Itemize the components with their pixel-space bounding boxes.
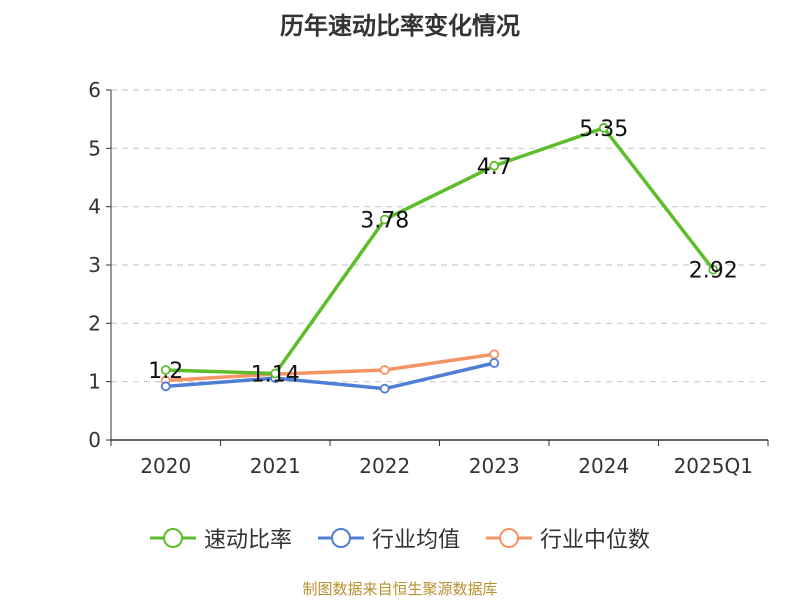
data-point — [489, 160, 500, 171]
data-point — [379, 365, 390, 375]
legend-line-marker-icon — [149, 528, 196, 548]
legend-label: 速动比率 — [203, 528, 292, 553]
axes: 0 1 2 3 4 5 6 2020 2021 2022 2023 2024 2025Q1 — [88, 78, 769, 478]
grid-lines — [111, 89, 768, 383]
y-tick-label: 5 — [88, 136, 101, 160]
data-label: 1.14 — [251, 363, 300, 388]
data-point — [379, 214, 390, 225]
legend-line-marker-icon — [317, 528, 364, 548]
data-point — [598, 123, 609, 133]
y-tick-label: 4 — [88, 195, 101, 219]
legend-item-industry-mean[interactable]: 行业均值 — [317, 522, 460, 554]
series-line — [165, 126, 715, 376]
data-label: 1.2 — [148, 359, 183, 384]
data-point — [708, 264, 719, 275]
x-tick-label: 2022 — [359, 454, 410, 478]
data-label: 4.7 — [477, 155, 512, 180]
y-tick-label: 6 — [88, 78, 101, 102]
x-tick-label: 2024 — [578, 454, 629, 478]
data-point — [160, 381, 171, 392]
legend-label: 行业中位数 — [540, 528, 651, 553]
data-label: 3.78 — [360, 209, 409, 234]
series-line — [165, 352, 495, 383]
data-point — [379, 383, 390, 394]
source-note: 制图数据来自恒生聚源数据库 — [302, 580, 498, 598]
legend[interactable]: 速动比率 行业均值 行业中位数 — [0, 522, 800, 554]
data-label: 2.92 — [689, 259, 738, 284]
y-tick-label: 3 — [88, 253, 101, 277]
y-tick-label: 2 — [88, 311, 101, 335]
chart-title: 历年速动比率变化情况 — [280, 12, 520, 40]
y-tick-label: 1 — [88, 370, 101, 394]
legend-line-marker-icon — [486, 528, 532, 548]
data-point — [489, 349, 500, 360]
legend-item-quick-ratio[interactable]: 速动比率 — [149, 522, 292, 554]
x-tick-label: 2021 — [250, 454, 301, 478]
legend-item-industry-median[interactable]: 行业中位数 — [486, 522, 650, 554]
x-tick-label: 2023 — [469, 454, 520, 478]
x-tick-label: 2020 — [140, 454, 191, 478]
legend-label: 行业均值 — [371, 528, 460, 553]
data-label: 5.35 — [579, 117, 628, 142]
data-point — [270, 368, 281, 379]
data-point — [160, 365, 171, 375]
data-labels: 1.2 1.14 3.78 4.7 5.35 2.92 — [148, 117, 737, 388]
data-point — [489, 358, 500, 368]
x-tick-label: 2025Q1 — [674, 454, 753, 478]
y-tick-label: 0 — [88, 428, 101, 452]
series-line — [165, 361, 495, 391]
series-layer — [160, 123, 719, 394]
